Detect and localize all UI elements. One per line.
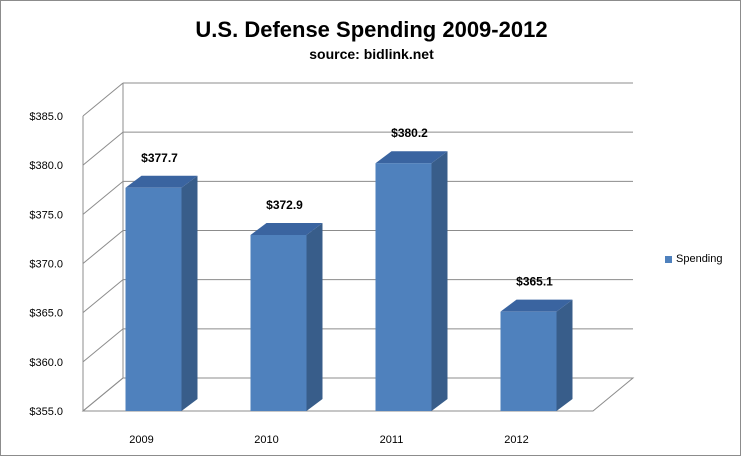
bar — [250, 234, 307, 411]
x-tick-label: 2010 — [254, 434, 278, 446]
gridline-side — [82, 180, 124, 215]
x-tick-label: 2009 — [129, 434, 153, 446]
legend-swatch — [665, 255, 672, 263]
data-label: $365.1 — [516, 275, 553, 289]
bar-side — [431, 151, 448, 411]
legend: Spending — [665, 253, 723, 265]
chart-title: U.S. Defense Spending 2009-2012 — [195, 17, 548, 42]
y-tick-label: $360.0 — [29, 357, 63, 369]
bar-side — [556, 299, 573, 411]
bar-side — [181, 175, 198, 411]
bar-top — [500, 299, 573, 312]
data-label: $372.9 — [266, 198, 303, 212]
data-label: $380.2 — [391, 126, 428, 140]
y-tick-label: $380.0 — [29, 160, 63, 172]
x-tick-label: 2012 — [504, 434, 528, 446]
y-tick-label: $375.0 — [29, 209, 63, 221]
bar-top — [375, 151, 448, 164]
bar — [500, 311, 557, 411]
data-label: $377.7 — [141, 151, 178, 165]
bar-side — [306, 222, 323, 411]
y-tick-label: $355.0 — [29, 406, 63, 418]
gridline-side — [82, 279, 124, 314]
gridline-side — [82, 328, 124, 363]
y-tick-label: $365.0 — [29, 308, 63, 320]
gridline-side — [82, 230, 124, 264]
y-tick-label: $385.0 — [29, 111, 63, 123]
y-tick-label: $370.0 — [29, 259, 63, 271]
bar-top — [250, 222, 323, 235]
legend-label: Spending — [676, 253, 723, 265]
gridline-side — [82, 131, 124, 166]
bar — [125, 187, 182, 411]
chart-subtitle: source: bidlink.net — [309, 46, 434, 62]
gridline-side — [82, 82, 124, 117]
bar-top — [125, 175, 198, 188]
x-tick-label: 2011 — [380, 434, 404, 446]
bar — [375, 163, 432, 411]
